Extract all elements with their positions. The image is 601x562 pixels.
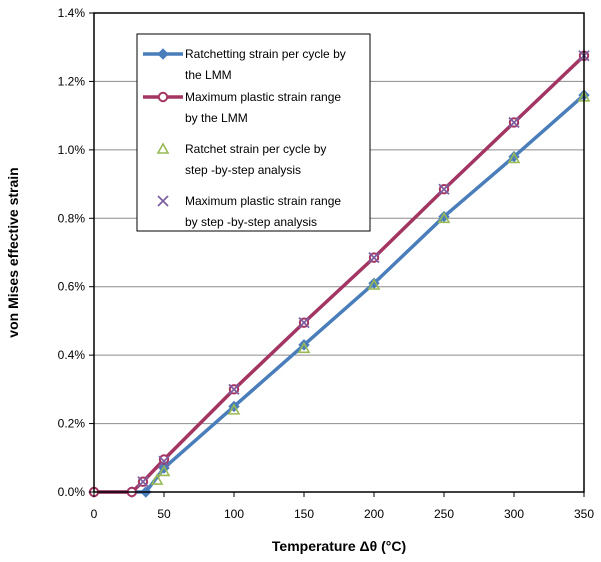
y-tick-label: 0.6% <box>58 280 86 294</box>
plot-area-frame <box>93 12 585 493</box>
data-point-series-3 <box>157 464 171 477</box>
data-point-series-3 <box>297 341 311 354</box>
y-tick-label: 1.0% <box>58 143 86 157</box>
legend-label: the LMM <box>185 68 232 82</box>
x-tick-label: 250 <box>434 507 454 521</box>
legend-entry-2: Maximum plastic strain range by the LMM <box>143 90 341 125</box>
legend-label: Ratchetting strain per cycle by <box>185 47 346 61</box>
y-tick-label: 0.0% <box>58 485 86 499</box>
y-tick-label: 0.4% <box>58 348 86 362</box>
series-group <box>88 50 591 498</box>
legend-marker <box>157 195 169 207</box>
legend-label: by the LMM <box>185 111 248 125</box>
legend-entry-1: Ratchetting strain per cycle by the LMM <box>143 47 346 82</box>
data-point-series-3 <box>227 403 241 415</box>
legend-label: step -by-step analysis <box>185 163 301 177</box>
legend-marker <box>157 91 169 103</box>
legend-entry-3: Ratchet strain per cycle by step -by-step… <box>156 142 326 177</box>
data-point-series-3 <box>150 473 164 485</box>
series-line-2 <box>94 54 586 494</box>
legend-marker <box>157 48 169 60</box>
data-point-series-4 <box>368 251 380 264</box>
data-point-series-4 <box>438 183 450 195</box>
tick-labels: 0.0% 0.2% 0.4% 0.6% 0.8% 1.0% 1.2% 1.4% 0 50 100 15… <box>58 6 595 521</box>
x-marker-stroke <box>228 383 240 395</box>
x-marker-stroke <box>508 116 520 129</box>
legend-marker <box>156 142 170 154</box>
legend: Ratchetting strain per cycle by the LMM Ma… <box>136 33 371 232</box>
data-point-series-3 <box>367 278 381 290</box>
data-point-series-4 <box>508 116 520 129</box>
y-tick-label: 0.2% <box>58 417 86 431</box>
y-axis-title: von Mises effective strain <box>5 167 21 337</box>
data-point-series-2 <box>158 454 170 465</box>
x-marker-stroke <box>368 251 380 264</box>
legend-label: Maximum plastic strain range <box>185 194 341 208</box>
x-marker-stroke <box>157 195 169 207</box>
data-point-series-4 <box>158 455 170 467</box>
x-tick-label: 100 <box>224 507 244 521</box>
y-tick-label: 1.4% <box>58 6 86 20</box>
data-point-series-4 <box>298 317 310 329</box>
y-tick-label: 0.8% <box>58 211 86 225</box>
x-marker-stroke <box>298 317 310 329</box>
data-point-series-3 <box>507 151 521 164</box>
x-marker-stroke <box>158 455 170 467</box>
legend-label: by step -by-step analysis <box>185 215 317 229</box>
legend-label: Maximum plastic strain range <box>185 90 341 104</box>
y-tick-label: 1.2% <box>58 74 86 88</box>
x-tick-label: 50 <box>157 507 171 521</box>
x-marker-stroke <box>137 476 149 488</box>
x-tick-label: 200 <box>364 507 384 521</box>
data-point-series-3 <box>437 211 451 224</box>
x-axis-title: Temperature Δθ (°C) <box>272 538 406 554</box>
data-point-series-4 <box>137 476 149 488</box>
series-4 <box>137 50 590 488</box>
legend-label: Ratchet strain per cycle by <box>185 142 326 156</box>
x-tick-label: 0 <box>91 507 98 521</box>
legend-entry-4: Maximum plastic strain range by step -by-… <box>157 194 341 229</box>
x-marker-stroke <box>438 183 450 195</box>
x-tick-label: 300 <box>504 507 524 521</box>
series-3 <box>150 90 591 485</box>
x-tick-label: 350 <box>574 507 594 521</box>
x-tick-label: 150 <box>294 507 314 521</box>
legend-box <box>136 33 371 232</box>
data-point-series-4 <box>228 383 240 395</box>
